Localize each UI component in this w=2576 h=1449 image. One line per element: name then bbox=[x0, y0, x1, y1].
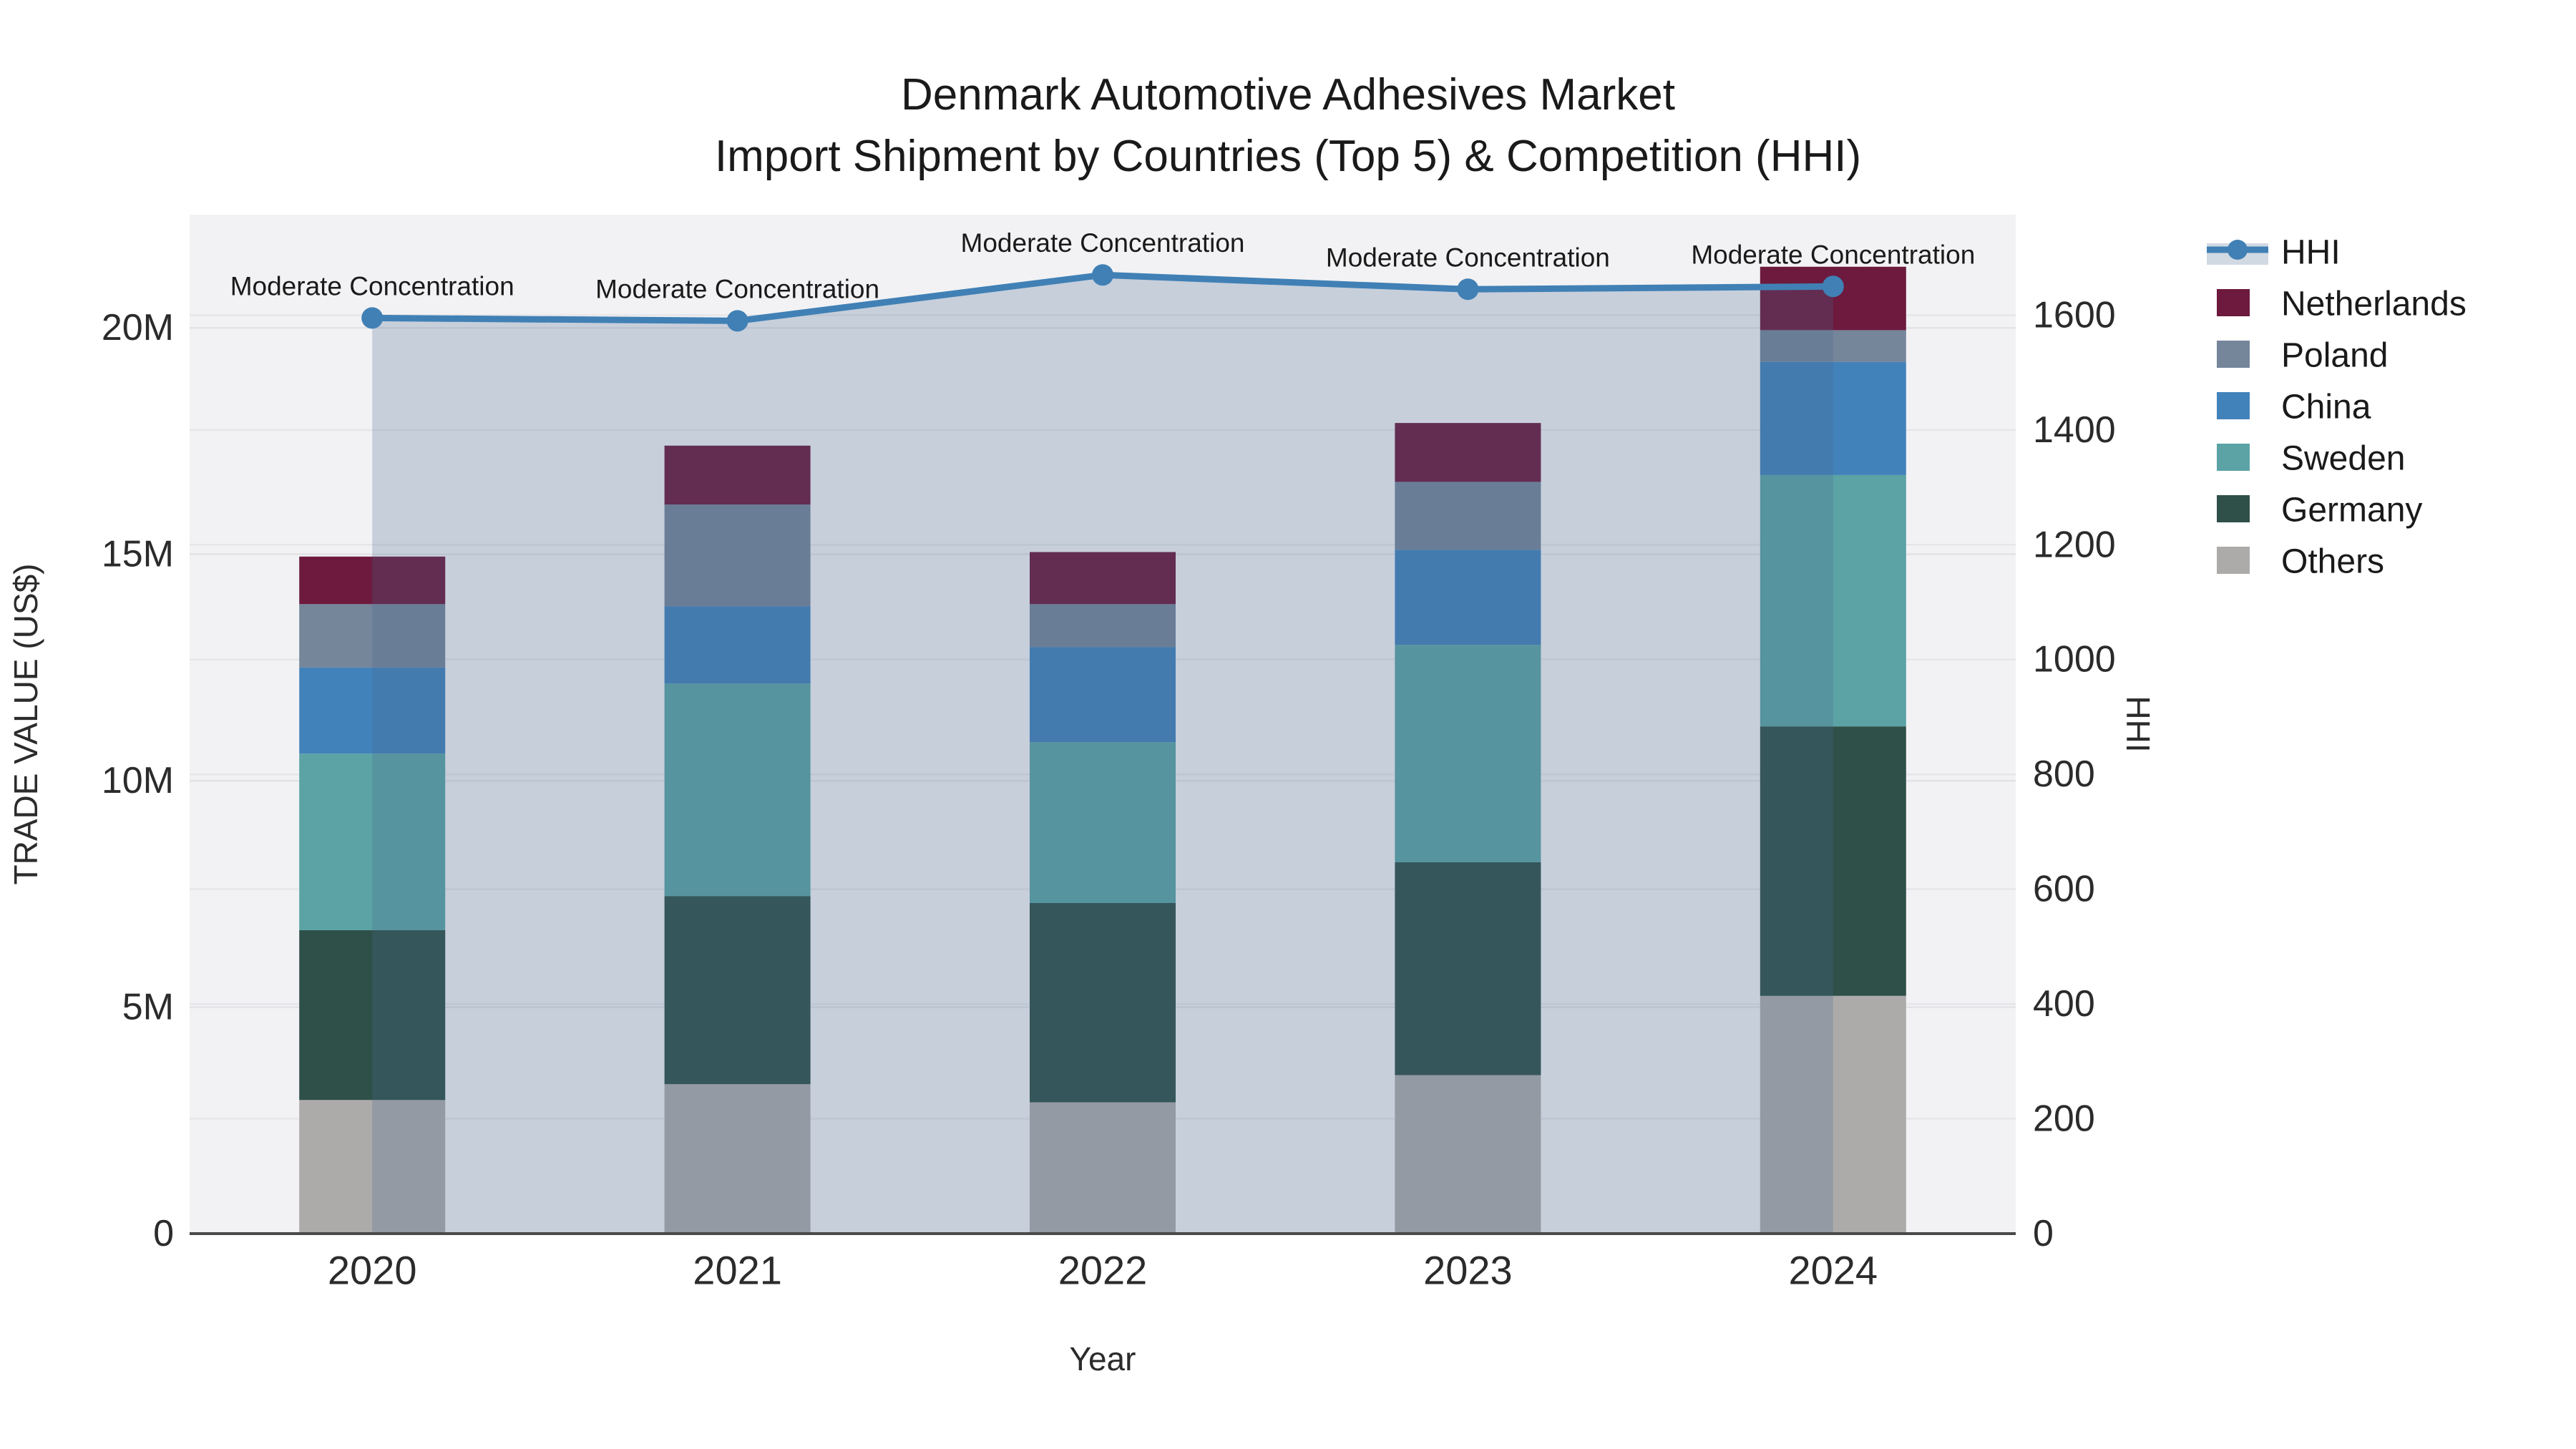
bar-segment-germany-2020 bbox=[299, 930, 446, 1101]
bar-segment-germany-2021 bbox=[664, 896, 811, 1085]
bar-segment-others-2024 bbox=[1760, 995, 1906, 1234]
bar-segment-netherlands-2020 bbox=[299, 556, 446, 605]
hhi-marker-2023 bbox=[1457, 278, 1479, 301]
x-tick-2024: 2024 bbox=[1789, 1248, 1878, 1293]
bar-segment-china-2022 bbox=[1030, 647, 1176, 743]
y-right-tick-1400: 1400 bbox=[2033, 409, 2116, 451]
y-left-tick-10M: 10M bbox=[102, 760, 174, 801]
legend-label: HHI bbox=[2281, 234, 2341, 272]
bar-segment-netherlands-2022 bbox=[1030, 552, 1176, 605]
chart-title-line2: Import Shipment by Countries (Top 5) & C… bbox=[715, 132, 1861, 181]
y-right-tick-1200: 1200 bbox=[2033, 524, 2116, 565]
legend-label: Poland bbox=[2281, 337, 2388, 375]
bar-segment-others-2023 bbox=[1395, 1075, 1541, 1234]
bar-segment-others-2021 bbox=[664, 1084, 811, 1234]
legend-label: Germany bbox=[2281, 492, 2422, 530]
legend-item-hhi[interactable]: HHI bbox=[2207, 234, 2341, 272]
legend-label: Sweden bbox=[2281, 440, 2405, 478]
legend-swatch-poland bbox=[2217, 341, 2250, 368]
legend-swatch-others bbox=[2217, 547, 2250, 574]
y-right-tick-400: 400 bbox=[2033, 983, 2095, 1025]
y-left-tick-5M: 5M bbox=[122, 987, 174, 1028]
legend-swatch-china bbox=[2217, 392, 2250, 419]
y-left-tick-15M: 15M bbox=[102, 534, 174, 575]
y-right-tick-1000: 1000 bbox=[2033, 639, 2116, 680]
y-right-tick-1600: 1600 bbox=[2033, 294, 2116, 336]
bar-segment-sweden-2024 bbox=[1760, 474, 1906, 727]
annotation-2022: Moderate Concentration bbox=[961, 228, 1245, 258]
bar-segment-poland-2023 bbox=[1395, 482, 1541, 550]
legend-item-china[interactable]: China bbox=[2217, 389, 2371, 426]
y-right-tick-600: 600 bbox=[2033, 869, 2095, 910]
bar-segment-others-2020 bbox=[299, 1100, 446, 1234]
x-axis-title: Year bbox=[1070, 1340, 1136, 1377]
y-right-tick-800: 800 bbox=[2033, 753, 2095, 795]
bar-segment-sweden-2020 bbox=[299, 753, 446, 930]
y-left-tick-0: 0 bbox=[153, 1213, 174, 1254]
y-left-axis-title: TRADE VALUE (US$) bbox=[7, 563, 44, 884]
bar-segment-china-2024 bbox=[1760, 361, 1906, 475]
legend-swatch-germany bbox=[2217, 495, 2250, 522]
hhi-area-fill-layer bbox=[372, 275, 1833, 1234]
legend-item-poland[interactable]: Poland bbox=[2217, 337, 2388, 375]
legend-swatch-sweden bbox=[2217, 444, 2250, 471]
hhi-marker-2022 bbox=[1092, 264, 1113, 286]
x-tick-2020: 2020 bbox=[328, 1248, 417, 1293]
hhi-marker-2024 bbox=[1822, 275, 1844, 298]
bar-segment-sweden-2021 bbox=[664, 683, 811, 897]
legend-label: Others bbox=[2281, 543, 2384, 581]
y-right-tick-0: 0 bbox=[2033, 1213, 2054, 1254]
bar-segment-china-2023 bbox=[1395, 550, 1541, 645]
y-right-axis-title: HHI bbox=[2119, 696, 2157, 752]
axes-layer: 0 5M 10M 15M 20M 0 200 400 600 800 1000 1200 1400 160… bbox=[102, 294, 2116, 1292]
hhi-area-fill bbox=[372, 275, 1833, 1234]
legend-item-sweden[interactable]: Sweden bbox=[2217, 440, 2405, 478]
annotations-layer: Moderate Concentration Moderate Concentra… bbox=[230, 228, 1976, 303]
y-right-tick-200: 200 bbox=[2033, 1098, 2095, 1140]
bar-segment-netherlands-2021 bbox=[664, 445, 811, 505]
legend: HHI Netherlands Poland China Sweden Germany Ot… bbox=[2207, 234, 2467, 581]
bar-segment-germany-2024 bbox=[1760, 726, 1906, 996]
legend-swatch-netherlands bbox=[2217, 289, 2250, 316]
bar-segment-sweden-2022 bbox=[1030, 742, 1176, 903]
bar-segment-poland-2020 bbox=[299, 604, 446, 668]
hhi-legend-marker-icon bbox=[2228, 240, 2248, 260]
bar-segment-poland-2024 bbox=[1760, 330, 1906, 362]
x-tick-2023: 2023 bbox=[1423, 1248, 1513, 1293]
x-tick-2022: 2022 bbox=[1058, 1248, 1148, 1293]
bar-segment-germany-2022 bbox=[1030, 902, 1176, 1103]
bar-segment-sweden-2023 bbox=[1395, 645, 1541, 863]
annotation-2023: Moderate Concentration bbox=[1326, 243, 1610, 272]
bar-segment-china-2020 bbox=[299, 667, 446, 754]
y-left-tick-20M: 20M bbox=[102, 307, 174, 348]
annotation-2021: Moderate Concentration bbox=[595, 274, 879, 303]
chart-title-line1: Denmark Automotive Adhesives Market bbox=[901, 70, 1675, 119]
hhi-marker-2021 bbox=[726, 310, 748, 332]
legend-label: China bbox=[2281, 389, 2371, 426]
bar-segment-netherlands-2023 bbox=[1395, 423, 1541, 482]
bar-segment-germany-2023 bbox=[1395, 862, 1541, 1075]
hhi-line-layer bbox=[361, 264, 1844, 332]
legend-label: Netherlands bbox=[2281, 286, 2467, 323]
hhi-marker-2020 bbox=[361, 307, 384, 329]
bar-segment-china-2021 bbox=[664, 606, 811, 684]
legend-item-germany[interactable]: Germany bbox=[2217, 492, 2422, 530]
legend-item-others[interactable]: Others bbox=[2217, 543, 2384, 581]
bar-segment-poland-2022 bbox=[1030, 604, 1176, 648]
annotation-2024: Moderate Concentration bbox=[1691, 240, 1975, 269]
bar-segment-poland-2021 bbox=[664, 504, 811, 607]
legend-item-netherlands[interactable]: Netherlands bbox=[2217, 286, 2467, 323]
annotation-2020: Moderate Concentration bbox=[230, 271, 514, 301]
x-tick-2021: 2021 bbox=[693, 1248, 782, 1293]
bar-segment-others-2022 bbox=[1030, 1102, 1176, 1234]
